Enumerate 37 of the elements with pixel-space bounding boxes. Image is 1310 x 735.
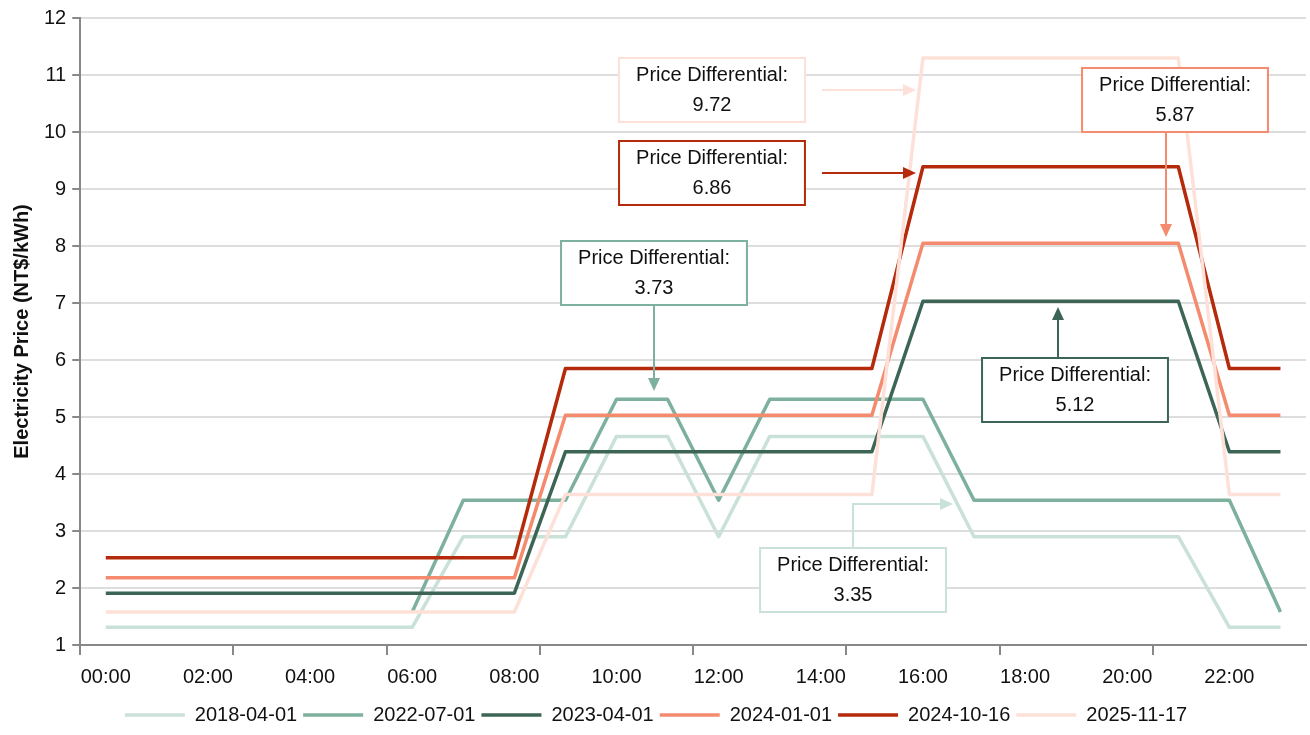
y-axis-title: Electricity Price (NT$/kWh) — [9, 204, 32, 459]
y-tick-label: 5 — [55, 404, 67, 427]
x-tick-label: 16:00 — [897, 664, 948, 687]
x-tick-label: 08:00 — [489, 664, 540, 687]
x-tick-label: 20:00 — [1102, 664, 1153, 687]
x-tick-label: 10:00 — [591, 664, 642, 687]
x-tick-label: 14:00 — [795, 664, 846, 687]
legend-label: 2025-11-17 — [1086, 702, 1188, 725]
y-tick-label: 11 — [45, 62, 67, 85]
annotation: Price Differential: 6.86 — [636, 145, 788, 198]
y-tick-label: 7 — [55, 290, 67, 313]
legend-label: 2024-01-01 — [729, 702, 833, 725]
x-tick-label: 02:00 — [182, 664, 233, 687]
annotation: Price Differential: 5.87 — [1099, 72, 1251, 125]
annotation: Price Differential: 9.72 — [636, 62, 788, 115]
y-tick-label: 3 — [55, 518, 67, 541]
x-tick-label: 06:00 — [387, 664, 438, 687]
x-tick-label: 12:00 — [693, 664, 744, 687]
y-tick-label: 1 — [55, 632, 67, 655]
legend-label: 2018-04-01 — [194, 702, 298, 725]
x-tick-label: 00:00 — [80, 664, 131, 687]
legend-label: 2023-04-01 — [551, 702, 654, 725]
y-tick-label: 6 — [55, 347, 67, 370]
y-tick-label: 8 — [55, 233, 67, 256]
annotation: Price Differential: 5.12 — [999, 362, 1151, 415]
legend-label: 2022-07-01 — [373, 702, 476, 725]
y-tick-label: 9 — [55, 176, 67, 199]
annotation: Price Differential: 3.35 — [777, 552, 929, 605]
annotation: Price Differential: 3.73 — [578, 245, 730, 298]
legend-label: 2024-10-16 — [908, 702, 1011, 725]
y-tick-label: 12 — [44, 5, 67, 28]
x-tick-label: 04:00 — [285, 664, 336, 687]
y-tick-label: 10 — [44, 119, 67, 142]
y-tick-label: 2 — [55, 575, 67, 598]
x-tick-label: 18:00 — [1000, 664, 1051, 687]
x-tick-label: 22:00 — [1204, 664, 1255, 687]
y-tick-label: 4 — [55, 461, 67, 484]
